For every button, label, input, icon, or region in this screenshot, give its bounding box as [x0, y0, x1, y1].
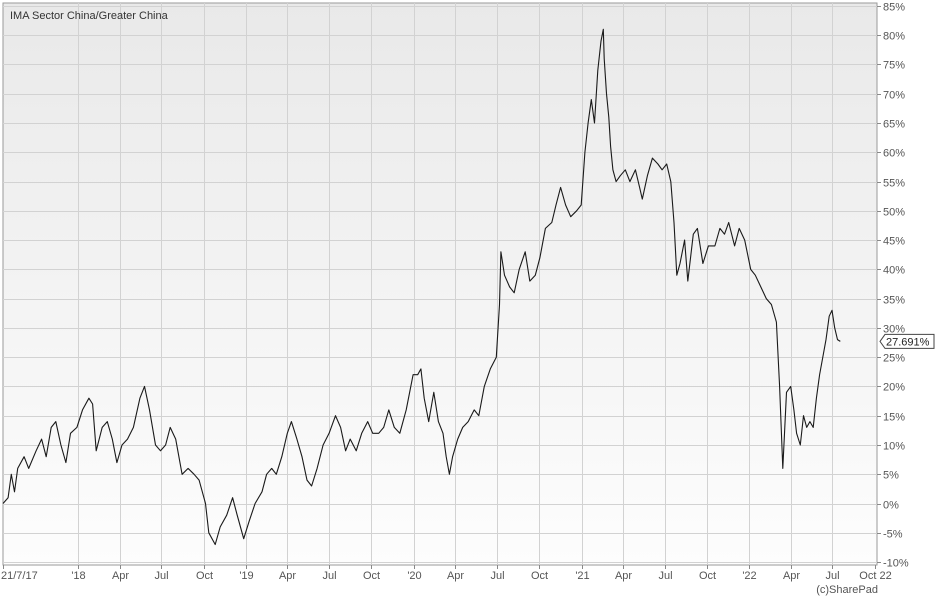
- y-tick-label: 40%: [883, 265, 905, 277]
- y-tick-label: 75%: [883, 60, 905, 72]
- y-tick-label: 70%: [883, 90, 905, 102]
- last-value-badge-shape: [879, 333, 935, 349]
- y-tick-label: 25%: [883, 353, 905, 365]
- y-tick-label: 55%: [883, 178, 905, 190]
- x-tick-label: Jul: [154, 570, 168, 582]
- x-tick-label: '22: [742, 570, 756, 582]
- x-tick-label: 21/7/17: [1, 570, 38, 582]
- x-tick-label: Jul: [490, 570, 504, 582]
- x-tick-label: Jul: [825, 570, 839, 582]
- y-tick-label: 85%: [883, 2, 905, 14]
- x-tick-label: Oct 22: [859, 570, 891, 582]
- y-tick-label: -5%: [883, 529, 903, 541]
- y-tick-label: 50%: [883, 207, 905, 219]
- last-value-badge: 27.691%: [879, 333, 935, 349]
- x-tick-label: '20: [407, 570, 421, 582]
- x-axis: 21/7/17 '18 Apr Jul Oct '19 Apr Jul Oct '20 Apr Jul…: [1, 565, 892, 582]
- series: [2, 28, 841, 546]
- x-tick-label: Apr: [615, 570, 632, 582]
- y-tick-label: -10%: [883, 558, 909, 570]
- x-tick-label: Jul: [322, 570, 336, 582]
- x-tick-label: '21: [575, 570, 589, 582]
- x-tick-label: Apr: [447, 570, 464, 582]
- plot-area: [2, 2, 878, 566]
- last-value-label: 27.691%: [886, 336, 930, 348]
- y-tick-label: 35%: [883, 295, 905, 307]
- x-tick-label: Apr: [783, 570, 800, 582]
- x-tick-label: Apr: [279, 570, 296, 582]
- x-tick-label: Oct: [531, 570, 548, 582]
- y-tick-label: 65%: [883, 119, 905, 131]
- y-tick-label: 60%: [883, 148, 905, 160]
- y-tick-label: 0%: [883, 500, 899, 512]
- y-tick-label: 15%: [883, 412, 905, 424]
- y-tick-label: 5%: [883, 470, 899, 482]
- x-tick-label: Oct: [196, 570, 213, 582]
- y-tick-label: 20%: [883, 382, 905, 394]
- y-axis: -10% -5% 0% 5% 10% 15% 20% 25% 30% 35% 40% 45% 50% 55…: [877, 2, 909, 570]
- x-tick-label: Oct: [699, 570, 716, 582]
- x-tick-label: Jul: [658, 570, 672, 582]
- y-tick-label: 10%: [883, 441, 905, 453]
- y-tick-label: 30%: [883, 324, 905, 336]
- gridlines: [3, 3, 877, 565]
- x-tick-label: '18: [71, 570, 85, 582]
- y-tick-label: 45%: [883, 236, 905, 248]
- chart-title: IMA Sector China/Greater China: [10, 10, 169, 22]
- series-line: [2, 28, 841, 546]
- credit-label: (c)SharePad: [816, 584, 878, 596]
- x-tick-label: Apr: [112, 570, 129, 582]
- x-tick-label: '19: [239, 570, 253, 582]
- y-tick-label: 80%: [883, 31, 905, 43]
- x-tick-label: Oct: [363, 570, 380, 582]
